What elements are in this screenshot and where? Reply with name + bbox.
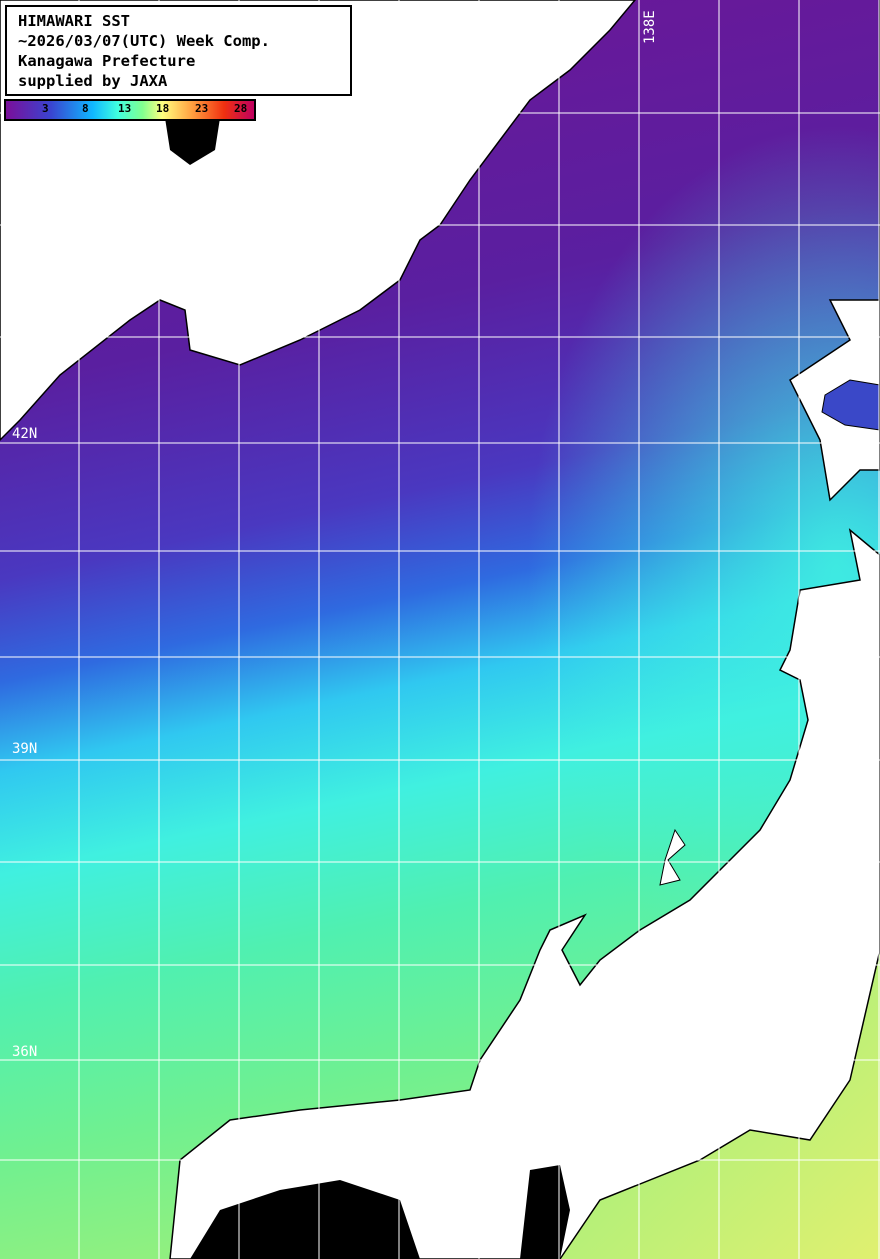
info-box: HIMAWARI SST ~2026/03/07(UTC) Week Comp.… xyxy=(5,5,352,96)
scale-tick: 28 xyxy=(234,102,248,115)
land-honshu xyxy=(169,528,880,1259)
scale-tick: 23 xyxy=(195,102,209,115)
scale-tick: 3 xyxy=(42,102,49,115)
no-data-cloud xyxy=(165,118,220,165)
scale-tick: 8 xyxy=(82,102,89,115)
land-hokkaido xyxy=(789,0,880,502)
lake xyxy=(821,379,880,431)
scale-tick: 13 xyxy=(118,102,132,115)
no-data-cloud xyxy=(190,1165,570,1259)
source-line: supplied by JAXA xyxy=(18,72,168,90)
color-scale-bar: 3 8 13 18 23 28 xyxy=(4,99,256,121)
lon-label: 138E xyxy=(642,10,658,44)
pacific-sea xyxy=(560,950,880,1259)
scale-tick: 18 xyxy=(156,102,170,115)
island-sado xyxy=(659,828,686,886)
lat-label: 39N xyxy=(12,741,38,757)
date-line: ~2026/03/07(UTC) Week Comp. xyxy=(18,32,270,50)
org-line: Kanagawa Prefecture xyxy=(18,52,196,70)
title-line: HIMAWARI SST xyxy=(18,12,130,30)
lat-label: 36N xyxy=(12,1044,38,1060)
lat-label: 42N xyxy=(12,426,38,442)
